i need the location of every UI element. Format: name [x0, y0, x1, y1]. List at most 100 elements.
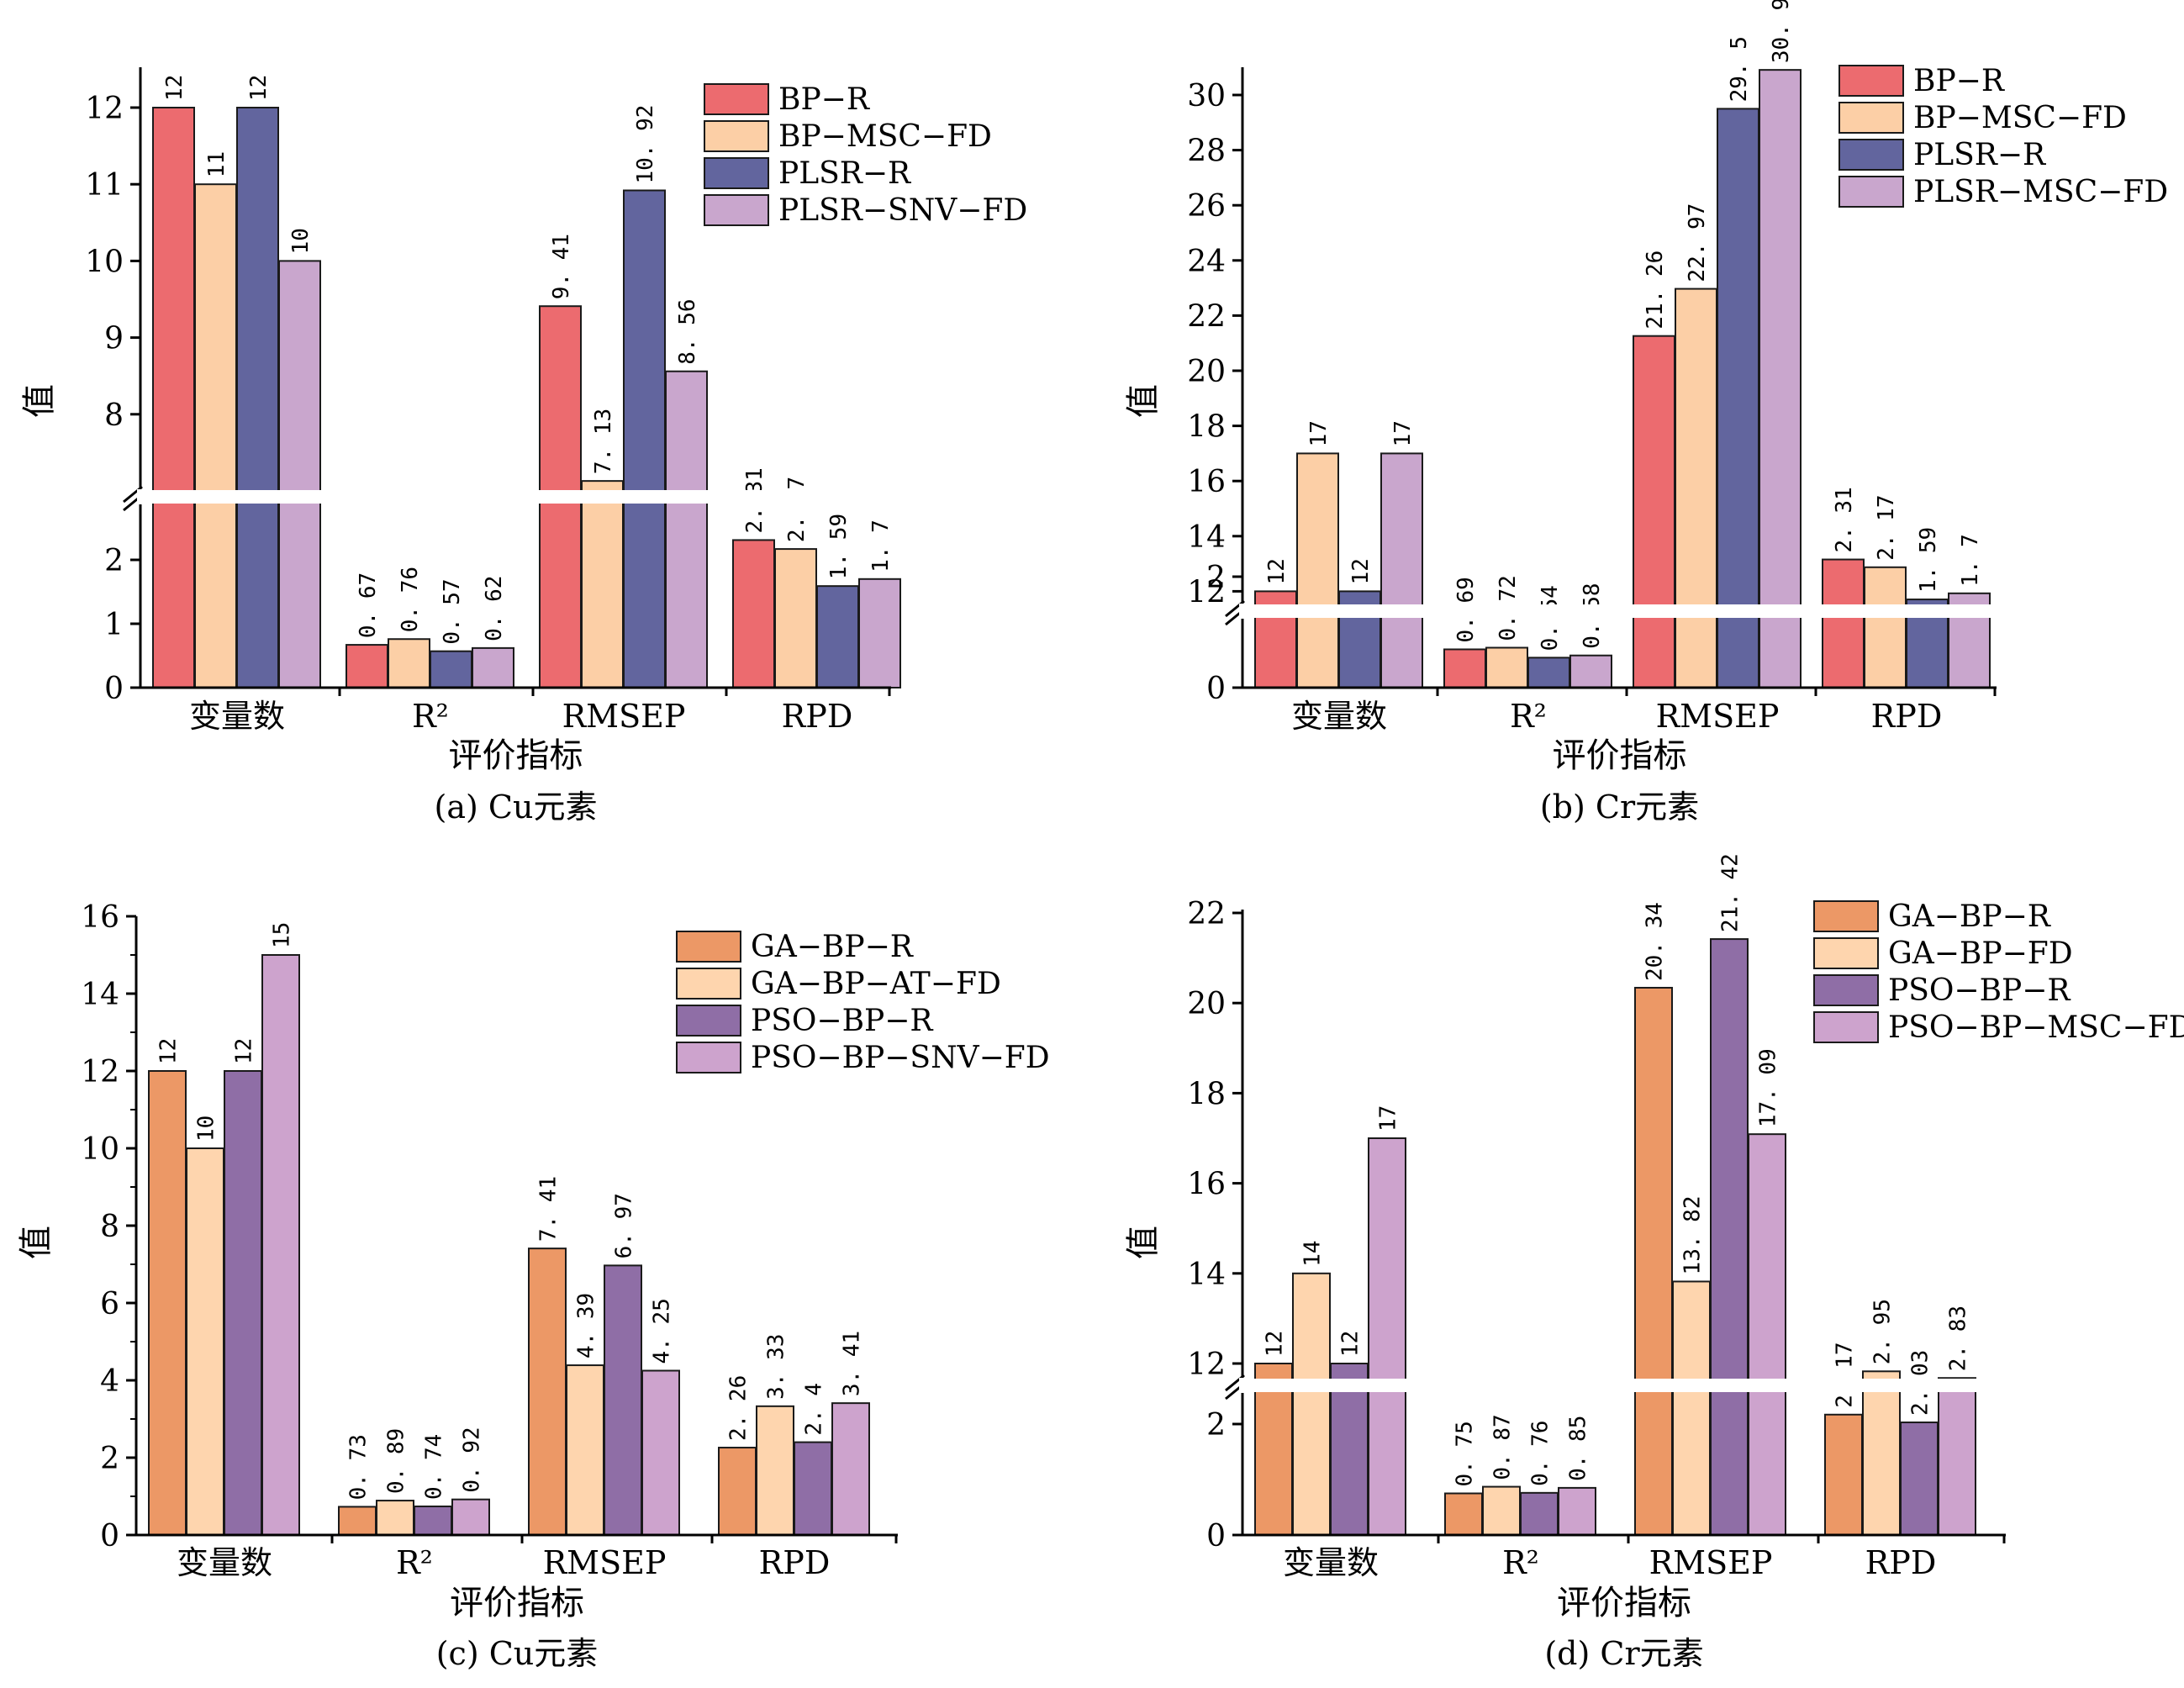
x-category-label: RPD [782, 698, 853, 735]
x-axis-title: 评价指标 [449, 736, 583, 775]
x-category-label: RMSEP [1656, 698, 1780, 735]
legend-swatch [1838, 102, 1904, 134]
legend-label: PSO−BP−MSC−FD [1888, 1010, 2184, 1045]
bar [1485, 646, 1528, 688]
data-label: 0. 87 [1490, 1414, 1516, 1480]
legend-swatch [676, 931, 741, 963]
bar [376, 1500, 414, 1537]
legend-swatch [676, 968, 741, 1000]
legend-swatch [1813, 900, 1879, 932]
y-tick-label: 2 [1206, 561, 1226, 595]
legend-label: BP−MSC−FD [778, 119, 992, 154]
bar [224, 1070, 262, 1536]
legend-swatch [676, 1042, 741, 1073]
bar [278, 260, 321, 688]
legend-swatch [1813, 974, 1879, 1006]
data-label: 4. 39 [574, 1293, 599, 1358]
panel-caption: (d) Cr元素 [1544, 1635, 1703, 1672]
bar [718, 1447, 757, 1537]
data-label: 0. 62 [482, 576, 507, 641]
bar [581, 480, 624, 688]
bar [1368, 1137, 1406, 1536]
data-label: 13. 82 [1680, 1196, 1706, 1275]
data-label: 15 [270, 922, 295, 948]
y-tick-label: 22 [1187, 299, 1226, 334]
bar [566, 1364, 604, 1537]
bar [831, 1402, 870, 1537]
y-tick-label: 1 [104, 608, 124, 642]
bar [152, 107, 195, 688]
bar [472, 646, 514, 689]
x-axis-title: 评价指标 [1553, 736, 1687, 775]
axis-break-band [1237, 1379, 2009, 1392]
y-tick-label: 9 [104, 322, 124, 356]
bar [816, 585, 859, 688]
chart-panel-1: 120. 6921. 262. 31170. 7222. 972. 17120.… [1124, 0, 2168, 826]
legend-label: BP−R [778, 82, 870, 117]
legend-swatch [1813, 937, 1879, 969]
y-tick-label: 14 [81, 978, 119, 1012]
bar [641, 1369, 680, 1536]
bar [858, 578, 901, 688]
data-label: 14 [1300, 1240, 1326, 1266]
bar [346, 644, 388, 689]
bar [236, 107, 279, 688]
x-category-label: R² [412, 698, 449, 735]
y-tick-label: 26 [1187, 189, 1226, 224]
legend-label: BP−MSC−FD [1913, 101, 2127, 135]
legend-label: GA−BP−FD [1888, 936, 2073, 971]
data-label: 12 [1348, 558, 1374, 584]
bar [261, 954, 300, 1536]
y-tick-label: 0 [100, 1519, 119, 1553]
data-label: 12 [232, 1038, 257, 1064]
legend-label: PSO−BP−SNV−FD [751, 1041, 1050, 1075]
legend-label: BP−R [1913, 64, 2005, 98]
chart-panel-3: 12 0. 75 20. 34 2. 17 14 0. 87 13. 82 2. 95 12 0.… [1124, 853, 2184, 1672]
data-label: 2. 17 [784, 477, 810, 542]
y-axis-title: 值 [20, 384, 59, 418]
data-label: 0. 73 [346, 1434, 372, 1500]
data-label: 12 [156, 1038, 182, 1064]
legend-swatch [704, 83, 769, 115]
data-label: 0. 54 [1538, 585, 1563, 651]
y-tick-label: 30 [1187, 79, 1226, 113]
legend-swatch [1838, 65, 1904, 97]
y-tick-label: 20 [1187, 987, 1226, 1021]
x-category-label: RPD [1865, 1544, 1937, 1581]
y-tick-label: 6 [100, 1287, 119, 1321]
data-label: 0. 89 [384, 1428, 409, 1494]
y-tick-label: 12 [1187, 1348, 1226, 1382]
legend-swatch [1838, 139, 1904, 171]
bar [1520, 1491, 1559, 1536]
data-label: 22. 97 [1685, 203, 1710, 282]
y-tick-label: 0 [1206, 1519, 1226, 1553]
data-label: 0. 67 [356, 572, 381, 638]
panel-caption: (a) Cu元素 [435, 789, 598, 826]
y-tick-label: 2 [1206, 1408, 1226, 1443]
chart-panel-2: 12 0. 73 7. 41 2. 26 10 0. 89 4. 39 3. 33 12 0. 7… [17, 900, 1050, 1672]
data-label: 9. 41 [549, 234, 574, 299]
bar [1633, 335, 1675, 688]
bar [1672, 1280, 1711, 1536]
y-tick-label: 0 [1206, 672, 1226, 706]
legend-swatch [704, 157, 769, 189]
y-tick-label: 16 [81, 900, 119, 935]
legend-swatch [1813, 1011, 1879, 1043]
y-tick-label: 8 [104, 398, 124, 433]
bar [430, 650, 472, 688]
bar [451, 1498, 490, 1537]
panel-caption: (b) Cr元素 [1540, 789, 1699, 826]
bar [1296, 452, 1339, 689]
data-label: 0. 57 [440, 578, 465, 644]
data-label: 3. 33 [764, 1334, 789, 1400]
data-label: 2. 4 [802, 1383, 827, 1436]
data-label: 20. 34 [1643, 902, 1668, 981]
x-category-label: RMSEP [1649, 1544, 1773, 1581]
y-tick-label: 10 [85, 245, 124, 279]
x-category-label: 变量数 [1283, 1544, 1379, 1581]
data-label: 10 [288, 228, 314, 254]
bar [1482, 1485, 1521, 1536]
legend-label: PLSR−SNV−FD [778, 193, 1027, 228]
y-tick-label: 12 [1187, 575, 1226, 609]
